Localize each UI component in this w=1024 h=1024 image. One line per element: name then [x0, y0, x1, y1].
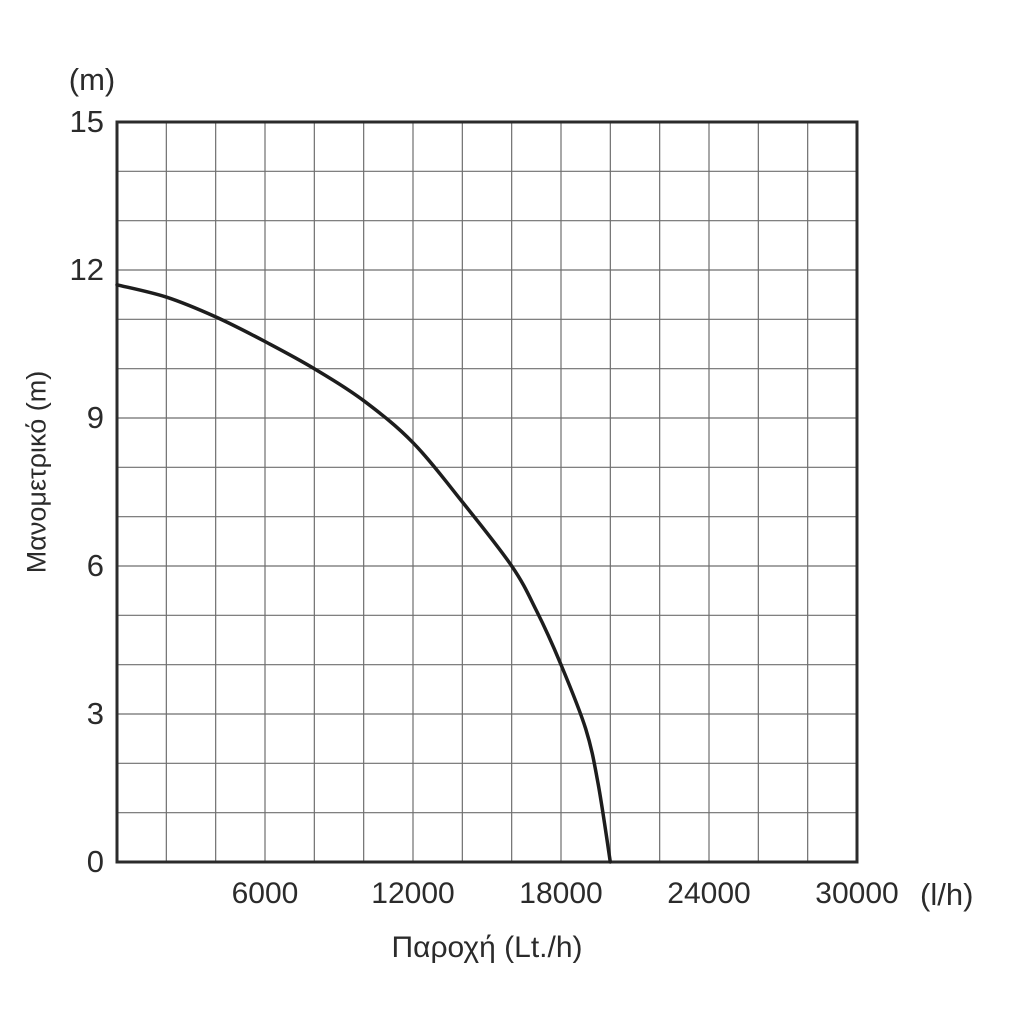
y-tick-label: 9	[86, 400, 104, 435]
y-tick-label: 15	[69, 104, 104, 139]
x-axis-title: Παροχή (Lt./h)	[391, 931, 583, 964]
x-tick-label: 6000	[231, 877, 299, 910]
grid-lines	[117, 122, 857, 862]
y-tick-label: 0	[86, 844, 104, 879]
x-axis-unit-label: (l/h)	[920, 877, 974, 912]
x-tick-label: 30000	[815, 877, 899, 910]
x-tick-label: 24000	[667, 877, 751, 910]
y-axis-unit-label: (m)	[68, 62, 116, 97]
y-tick-label: 3	[86, 696, 104, 731]
x-tick-label: 12000	[371, 877, 455, 910]
x-tick-label: 18000	[519, 877, 603, 910]
plot-frame	[115, 120, 859, 864]
pump-head-curve	[115, 283, 613, 864]
y-tick-label: 12	[69, 252, 104, 287]
y-tick-label: 6	[86, 548, 104, 583]
